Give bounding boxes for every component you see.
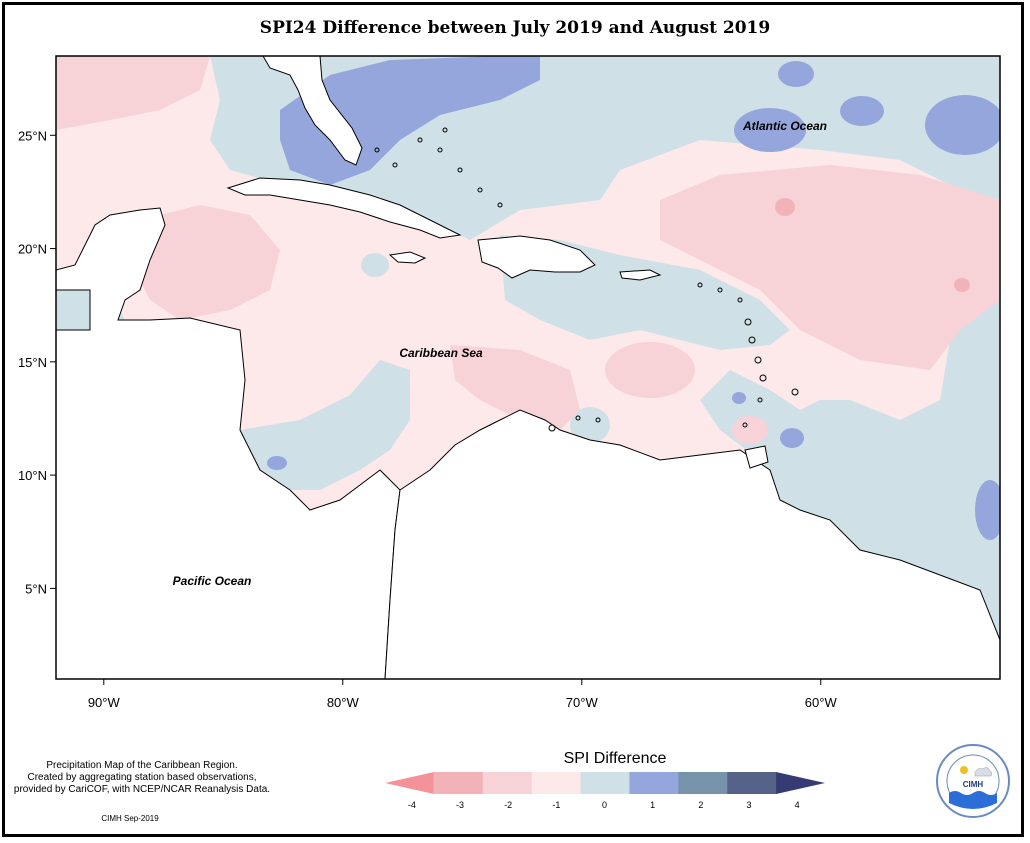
legend-swatch	[727, 772, 777, 794]
legend-label: 3	[746, 800, 751, 810]
spi-zone-positive-east	[700, 290, 1000, 660]
spi-zone-strong-ne1	[778, 61, 814, 87]
legend-swatch	[629, 772, 679, 794]
water-icon	[949, 791, 997, 809]
legend-swatch	[776, 772, 825, 794]
legend-label: 4	[795, 800, 800, 810]
lat-tick-label: 25°N	[18, 128, 47, 143]
lon-tick-label: 80°W	[327, 695, 360, 710]
spi-zone-negative-yucatan	[130, 205, 280, 320]
land-florida	[262, 56, 363, 166]
spi-zone-strong-east	[925, 95, 1000, 155]
map-border	[55, 55, 1001, 680]
land-outlines	[56, 56, 1000, 679]
land-trinidad	[744, 445, 769, 469]
land-puerto-rico	[619, 269, 662, 281]
spi-zone-strong-se	[975, 480, 1000, 540]
spi-zone-negative-grenada	[732, 416, 768, 444]
spi-zone-positive-jamaica	[361, 253, 389, 277]
lon-axis: 90°W 80°W 70°W 60°W	[88, 679, 838, 710]
legend-label: 2	[698, 800, 703, 810]
spi-zone-negative-east-carib	[605, 342, 695, 398]
credits-line-1: Precipitation Map of the Caribbean Regio…	[46, 760, 238, 771]
spi-zone-strong-tobago	[780, 428, 804, 448]
legend-label: -3	[456, 800, 464, 810]
spi-zone-strong-atlantic	[734, 108, 806, 152]
legend-label: -2	[504, 800, 512, 810]
map-title: SPI24 Difference between July 2019 and A…	[259, 18, 771, 38]
legend-swatch	[433, 772, 484, 794]
legend-swatch	[678, 772, 728, 794]
legend-title: SPI Difference	[563, 750, 667, 767]
caribbean-sea-label: Caribbean Sea	[399, 346, 483, 360]
legend-colorbar: -4 -3 -2 -1 0 1 2 3 4	[385, 772, 825, 810]
lat-tick-label: 15°N	[18, 355, 47, 370]
lat-axis: 25°N 20°N 15°N 10°N 5°N	[18, 128, 56, 596]
spi-zone-negative-spot1	[775, 198, 795, 216]
lon-tick-label: 90°W	[88, 695, 121, 710]
legend-label: 0	[602, 800, 607, 810]
lon-tick-label: 60°W	[805, 695, 838, 710]
spi-zone-strong-ne2	[840, 96, 884, 126]
legend-swatch	[385, 772, 434, 794]
pacific-ocean-label: Pacific Ocean	[173, 574, 252, 588]
credits-date: CIMH Sep-2019	[101, 814, 159, 823]
cimh-logo: CIMH	[936, 744, 1010, 818]
credits-block: Precipitation Map of the Caribbean Regio…	[8, 760, 276, 796]
cloud-icon	[974, 767, 993, 777]
spi-field	[56, 56, 1000, 679]
spi-zone-negative-nw	[56, 56, 210, 130]
land-south-america	[384, 409, 1000, 679]
spi-zone-negative-spot2	[954, 278, 970, 292]
sun-icon	[960, 766, 968, 774]
spi-zone-strong-mosquitia	[267, 456, 287, 470]
lon-tick-label: 70°W	[566, 695, 599, 710]
atlantic-ocean-label: Atlantic Ocean	[742, 119, 827, 133]
spi-zone-negative-caribbean	[450, 345, 580, 430]
credits-line-3: provided by CariCOF, with NCEP/NCAR Rean…	[13, 784, 271, 795]
lat-tick-label: 20°N	[18, 242, 47, 257]
lat-tick-label: 10°N	[18, 468, 47, 483]
legend-label: 1	[650, 800, 655, 810]
legend-label: -4	[408, 800, 416, 810]
land-jamaica	[388, 251, 427, 264]
lat-tick-label: 5°N	[25, 581, 47, 596]
small-islands	[374, 127, 799, 432]
spi-zone-strong-antilles	[732, 392, 746, 404]
spi-zone-positive-abc	[570, 407, 610, 443]
spi-zone-negative-atlantic	[660, 165, 1000, 370]
land-cuba	[226, 177, 462, 239]
legend-swatch	[482, 772, 533, 794]
legend-swatch	[580, 772, 630, 794]
land-central-america	[56, 56, 401, 679]
logo-text: CIMH	[963, 780, 984, 789]
land-hispaniola	[477, 235, 596, 279]
credits-line-2: Created by aggregating station based obs…	[27, 772, 257, 783]
legend-swatch	[531, 772, 582, 794]
legend-label: -1	[552, 800, 560, 810]
